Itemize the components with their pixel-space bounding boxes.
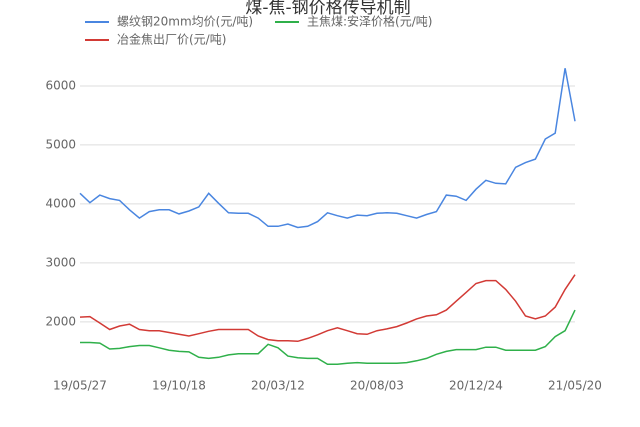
y-tick-label: 4000: [45, 196, 76, 210]
x-tick-label: 19/05/27: [53, 379, 107, 393]
x-tick-label: 20/12/24: [449, 379, 503, 393]
legend-label: 冶金焦出厂价(元/吨): [117, 32, 226, 47]
x-tick-label: 21/05/20: [548, 379, 602, 393]
line: [80, 309, 576, 366]
chart-title: 煤-焦-钢价格传导机制: [245, 0, 410, 18]
legend-label: 主焦煤:安泽价格(元/吨): [307, 14, 432, 29]
line: [79, 68, 576, 229]
legend-label: 螺纹钢20mm均价(元/吨): [117, 15, 253, 29]
y-tick-label: 3000: [45, 255, 76, 269]
x-tick-label: 20/08/03: [350, 379, 404, 393]
y-tick-label: 6000: [45, 78, 76, 92]
line: [79, 274, 576, 343]
y-tick-label: 2000: [45, 314, 76, 328]
x-tick-label: 20/03/12: [251, 379, 305, 393]
y-tick-label: 5000: [45, 137, 76, 151]
x-tick-label: 19/10/18: [152, 379, 206, 393]
